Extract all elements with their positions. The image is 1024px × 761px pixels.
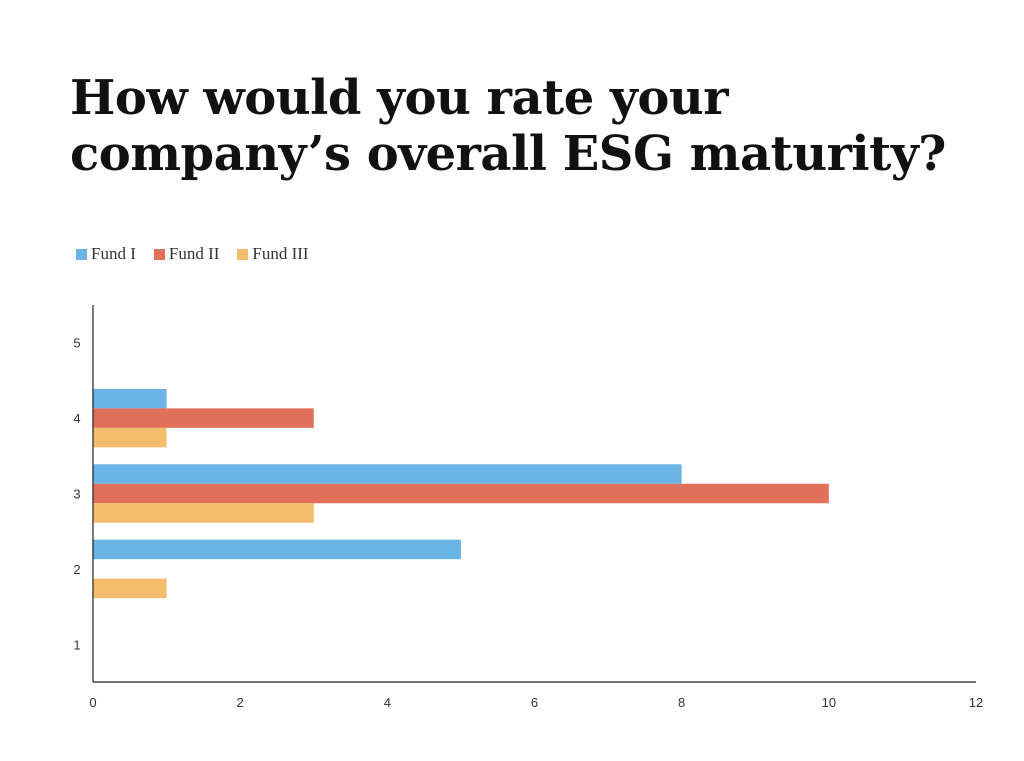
bar-fund-iii-rating-4	[93, 427, 167, 448]
x-tick-label: 6	[531, 695, 538, 710]
legend-label-fund-ii: Fund II	[168, 244, 220, 263]
bar-fund-iii-rating-3	[93, 503, 314, 523]
x-tick-label: 4	[384, 695, 391, 710]
legend-label-fund-iii: Fund III	[252, 244, 309, 263]
x-tick-label: 0	[89, 695, 96, 710]
legend-swatch-fund-iii	[237, 248, 249, 260]
x-tick-label: 8	[678, 695, 685, 710]
legend-swatch-fund-ii	[153, 248, 165, 260]
chart-title: How would you rate your company’s overal…	[70, 70, 946, 182]
chart-legend: Fund I Fund II Fund III	[76, 244, 309, 264]
legend-item-fund-ii: Fund II	[153, 244, 220, 264]
y-tick-label: 5	[73, 336, 80, 351]
x-tick-label: 12	[969, 695, 983, 710]
bar-fund-i-rating-2	[93, 539, 461, 560]
legend-item-fund-i: Fund I	[76, 244, 136, 264]
bar-fund-i-rating-3	[93, 464, 682, 484]
legend-swatch-fund-i	[76, 248, 87, 260]
legend-label-fund-i: Fund I	[91, 244, 136, 263]
bar-fund-iii-rating-2	[93, 578, 167, 599]
bar-fund-ii-rating-4	[93, 408, 314, 428]
x-tick-label: 2	[237, 695, 244, 710]
legend-item-fund-iii: Fund III	[237, 244, 309, 264]
bar-fund-ii-rating-3	[93, 483, 829, 504]
x-tick-label: 10	[822, 695, 836, 710]
y-tick-label: 2	[73, 562, 80, 577]
y-tick-label: 3	[73, 487, 80, 502]
bar-fund-i-rating-4	[93, 388, 167, 409]
y-tick-label: 4	[73, 411, 80, 426]
y-tick-label: 1	[73, 637, 80, 652]
